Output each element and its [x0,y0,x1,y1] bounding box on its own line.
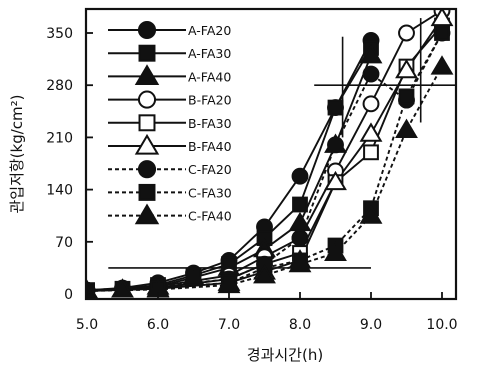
data-point-c-fa20-7 [362,65,380,83]
legend-label-a-fa30: A-FA30 [188,46,231,61]
legend-marker-a-fa20 [137,20,157,40]
data-point-c-fa30-9 [434,25,450,41]
legend-label-b-fa20: B-FA20 [188,93,232,108]
data-point-c-fa30-8 [398,88,415,105]
legend-item-b-fa20: B-FA20 [108,90,232,109]
y-axis-label: 관입저항(kg/cm²) [8,94,26,213]
legend-marker-c-fa30 [138,183,156,201]
data-point-b-fa20-7 [362,95,380,113]
data-point-c-fa40-7 [359,204,383,224]
data-point-a-fa20-7 [291,167,309,185]
x-tick-label: 10.0 [426,317,457,333]
x-tick-label: 9.0 [360,317,382,333]
data-point-b-fa30-7 [363,144,379,161]
legend-label-a-fa40: A-FA40 [188,69,231,84]
legend-item-a-fa40: A-FA40 [108,64,231,86]
legend-marker-c-fa20 [137,160,157,179]
y-tick-label: 350 [46,26,73,42]
data-point-b-fa40-6 [324,170,347,191]
plot-frame [84,7,458,301]
data-point-c-fa20-6 [327,136,344,154]
x-tick-label: 5.0 [76,317,98,333]
legend-item-c-fa40: C-FA40 [108,203,232,225]
data-point-a-fa30-8 [327,99,344,116]
data-point-a-fa40-2 [111,278,134,298]
legend-item-a-fa30: A-FA30 [108,44,231,62]
data-point-c-fa40-8 [395,118,418,138]
data-point-a-fa30-7 [292,196,308,213]
legend-marker-c-fa40 [134,203,160,225]
legend-marker-a-fa30 [138,44,156,62]
data-point-b-fa20-8 [398,24,415,42]
legend-label-a-fa20: A-FA20 [188,23,231,38]
legend-marker-b-fa40 [134,133,160,155]
x-tick-label: 7.0 [218,317,240,333]
data-point-a-fa40-7 [288,211,312,232]
legend-background [100,14,250,239]
legend-item-b-fa30: B-FA30 [108,114,232,132]
legend-label-b-fa30: B-FA30 [188,116,232,131]
legend-label-c-fa20: C-FA20 [188,162,232,177]
data-point-c-fa40-6 [324,241,347,262]
y-tick-label: 210 [46,130,73,146]
data-point-b-fa40-7 [359,122,383,142]
legend-item-c-fa30: C-FA30 [108,183,232,201]
legend-label-c-fa30: C-FA30 [188,185,232,200]
y-tick-label: 70 [55,235,73,251]
data-point-a-fa40-9 [359,44,383,64]
data-point-c-fa40-9 [430,55,454,75]
legend-label-b-fa40: B-FA40 [188,139,232,154]
legend-marker-b-fa30 [138,114,156,132]
series-line-c-fa40 [86,66,443,292]
legend-label-c-fa40: C-FA40 [188,209,232,224]
x-axis-label: 경과시간(h) [247,346,323,364]
y-tick-label: 0 [64,287,73,303]
legend-marker-a-fa40 [134,64,160,86]
legend-item-a-fa20: A-FA20 [108,20,231,40]
data-point-c-fa20-5 [291,229,309,247]
x-tick-label: 8.0 [289,317,311,333]
legend-marker-b-fa20 [137,90,157,109]
y-tick-label: 140 [46,183,73,199]
legend-item-c-fa20: C-FA20 [108,160,232,179]
data-point-c-fa40-5 [288,252,312,273]
data-point-b-fa40-8 [395,58,418,79]
y-tick-label: 280 [46,78,73,94]
data-point-c-fa40-4 [253,264,276,284]
data-point-a-fa40-4 [182,266,205,286]
legend-item-b-fa40: B-FA40 [108,133,232,155]
x-tick-label: 6.0 [147,317,169,333]
